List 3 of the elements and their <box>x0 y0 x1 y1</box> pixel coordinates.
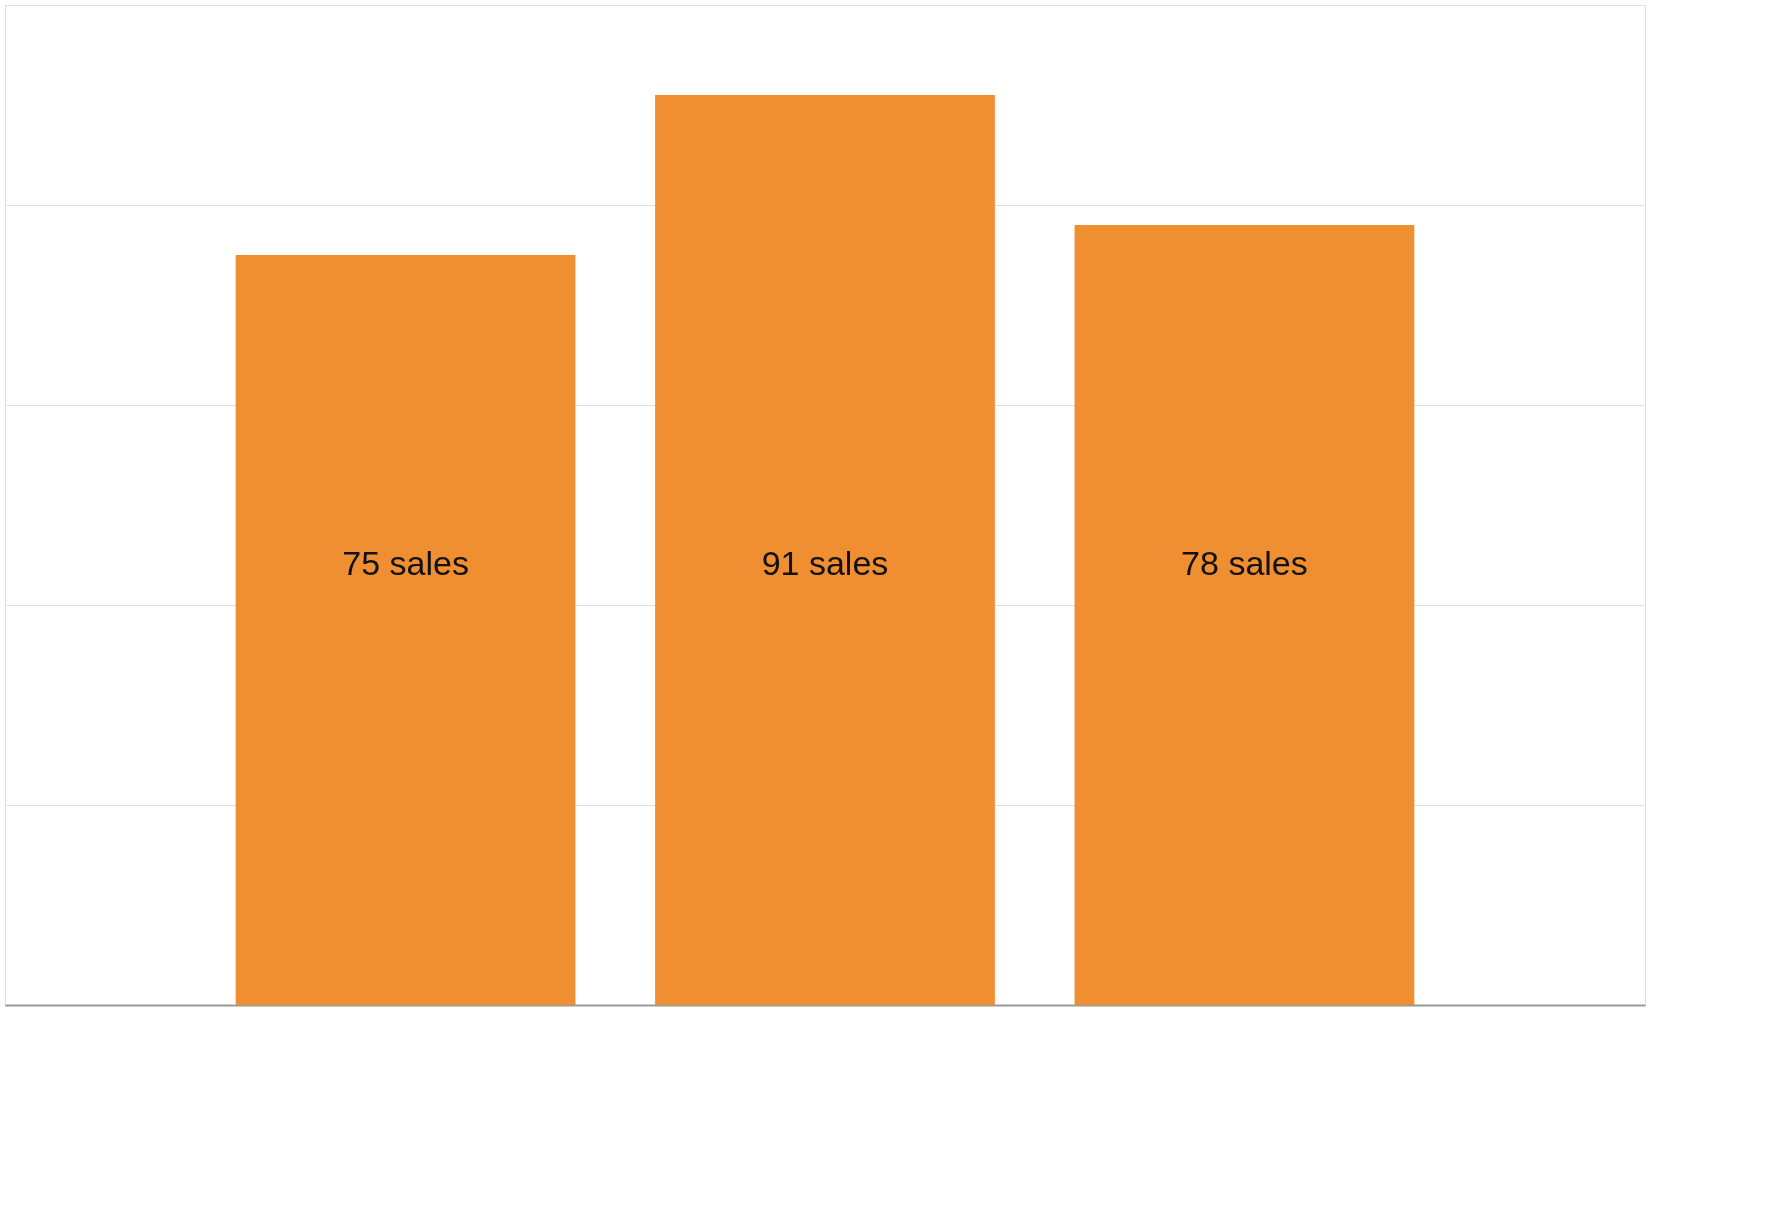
data-label: 78 sales <box>1181 544 1308 582</box>
data-label: 75 sales <box>342 544 469 582</box>
data-label: 91 sales <box>761 544 889 582</box>
